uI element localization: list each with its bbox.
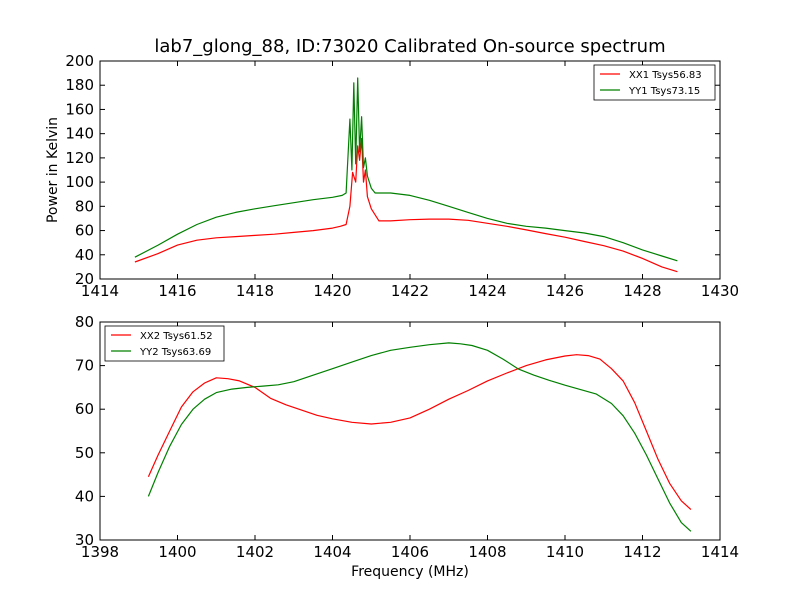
top-panel: lab7_glong_88, ID:73020 Calibrated On-so… <box>45 36 739 300</box>
bottom-legend: XX2 Tsys61.52 YY2 Tsys63.69 <box>104 325 225 362</box>
x-tick-label: 1404 <box>313 543 351 561</box>
y-tick-label: 60 <box>75 400 94 418</box>
x-tick-label: 1400 <box>158 543 196 561</box>
x-tick-label: 1402 <box>236 543 274 561</box>
top-panel-frame <box>99 60 721 280</box>
x-tick-label: 1418 <box>236 282 274 300</box>
x-tick-label: 1424 <box>468 282 506 300</box>
legend-label-yy1: YY1 Tsys73.15 <box>628 86 700 97</box>
y-tick-label: 30 <box>75 531 94 549</box>
y-tick-label: 60 <box>75 222 94 240</box>
series-line-yy2 <box>147 342 692 532</box>
bottom-panel-frame <box>99 321 721 541</box>
x-tick-label: 1412 <box>623 543 661 561</box>
x-tick-label: 1408 <box>468 543 506 561</box>
y-tick-label: 20 <box>75 270 94 288</box>
x-axis-label: Frequency (MHz) <box>351 564 469 580</box>
chart-title: lab7_glong_88, ID:73020 Calibrated On-so… <box>154 36 665 57</box>
legend-label-yy2: YY2 Tsys63.69 <box>139 347 211 358</box>
x-tick-label: 1410 <box>546 543 584 561</box>
y-tick-label: 180 <box>65 76 94 94</box>
x-tick-label: 1428 <box>623 282 661 300</box>
x-tick-label: 1422 <box>391 282 429 300</box>
y-axis-label: Power in Kelvin <box>45 117 61 223</box>
x-tick-label: 1416 <box>158 282 196 300</box>
y-tick-label: 160 <box>65 100 94 118</box>
y-tick-label: 80 <box>75 197 94 215</box>
bottom-panel: 1398 1400 1402 1404 1406 1408 1410 1412 1414 30 40… <box>75 313 739 580</box>
x-tick-label: 1398 <box>81 543 119 561</box>
x-tick-label: 1414 <box>701 543 739 561</box>
series-line-yy1 <box>134 77 678 262</box>
series-line-xx1 <box>134 137 678 273</box>
x-tick-label: 1406 <box>391 543 429 561</box>
y-tick-label: 100 <box>65 173 94 191</box>
top-legend-box <box>593 64 716 101</box>
top-legend: XX1 Tsys56.83 YY1 Tsys73.15 <box>593 64 716 101</box>
x-tick-label: 1430 <box>701 282 739 300</box>
y-tick-label: 80 <box>75 313 94 331</box>
x-tick-label: 1414 <box>81 282 119 300</box>
x-tick-label: 1420 <box>313 282 351 300</box>
series-line-xx2 <box>147 354 692 510</box>
top-panel-ticks: 1414 1416 1418 1420 1422 1424 1426 1428 1430 20 40… <box>65 52 739 300</box>
y-tick-label: 50 <box>75 444 94 462</box>
y-tick-label: 40 <box>75 246 94 264</box>
y-tick-label: 70 <box>75 357 94 375</box>
y-tick-label: 40 <box>75 487 94 505</box>
bottom-legend-box <box>104 325 225 362</box>
y-tick-label: 200 <box>65 52 94 70</box>
bottom-panel-series <box>147 342 692 532</box>
x-tick-label: 1426 <box>546 282 584 300</box>
y-tick-label: 140 <box>65 125 94 143</box>
top-panel-series <box>134 77 678 273</box>
y-tick-label: 120 <box>65 149 94 167</box>
legend-label-xx1: XX1 Tsys56.83 <box>629 70 702 81</box>
legend-label-xx2: XX2 Tsys61.52 <box>140 331 213 342</box>
